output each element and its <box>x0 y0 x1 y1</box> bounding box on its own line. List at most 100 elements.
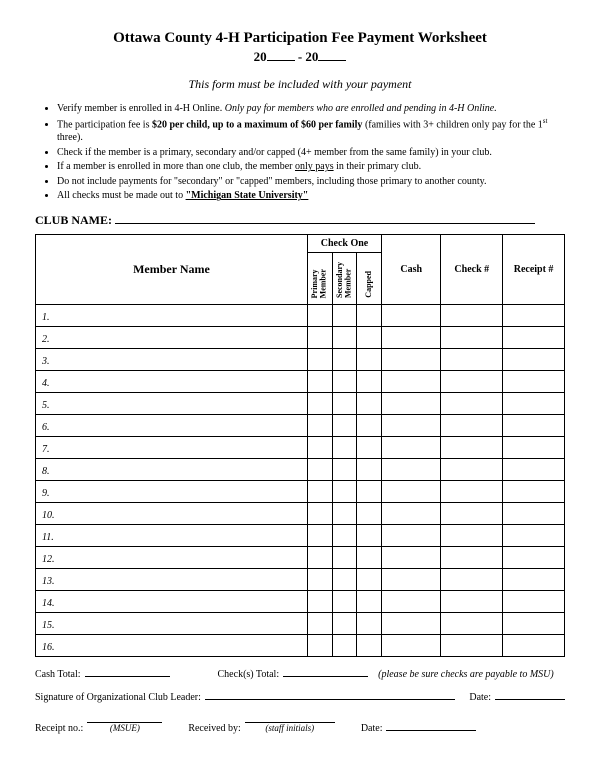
date-input-2[interactable] <box>386 721 476 731</box>
input-cell[interactable] <box>332 392 357 414</box>
input-cell[interactable] <box>332 480 357 502</box>
input-cell[interactable] <box>441 370 503 392</box>
input-cell[interactable] <box>307 458 332 480</box>
input-cell[interactable] <box>357 590 382 612</box>
signature-input[interactable] <box>205 690 455 700</box>
input-cell[interactable] <box>332 458 357 480</box>
input-cell[interactable] <box>307 348 332 370</box>
input-cell[interactable] <box>503 436 565 458</box>
input-cell[interactable] <box>382 414 441 436</box>
member-cell[interactable]: 10. <box>36 502 308 524</box>
input-cell[interactable] <box>503 634 565 656</box>
input-cell[interactable] <box>441 348 503 370</box>
input-cell[interactable] <box>382 370 441 392</box>
input-cell[interactable] <box>307 546 332 568</box>
input-cell[interactable] <box>503 502 565 524</box>
input-cell[interactable] <box>332 634 357 656</box>
input-cell[interactable] <box>357 326 382 348</box>
member-cell[interactable]: 5. <box>36 392 308 414</box>
input-cell[interactable] <box>332 590 357 612</box>
input-cell[interactable] <box>382 458 441 480</box>
input-cell[interactable] <box>441 414 503 436</box>
member-cell[interactable]: 16. <box>36 634 308 656</box>
input-cell[interactable] <box>382 524 441 546</box>
input-cell[interactable] <box>357 414 382 436</box>
input-cell[interactable] <box>441 612 503 634</box>
year-blank-1[interactable] <box>267 50 295 61</box>
member-cell[interactable]: 12. <box>36 546 308 568</box>
input-cell[interactable] <box>307 436 332 458</box>
input-cell[interactable] <box>357 480 382 502</box>
input-cell[interactable] <box>307 480 332 502</box>
club-name-input[interactable] <box>115 214 535 224</box>
input-cell[interactable] <box>503 524 565 546</box>
input-cell[interactable] <box>332 348 357 370</box>
input-cell[interactable] <box>441 458 503 480</box>
input-cell[interactable] <box>307 612 332 634</box>
input-cell[interactable] <box>357 458 382 480</box>
input-cell[interactable] <box>441 546 503 568</box>
input-cell[interactable] <box>441 326 503 348</box>
input-cell[interactable] <box>382 348 441 370</box>
input-cell[interactable] <box>332 436 357 458</box>
year-blank-2[interactable] <box>318 50 346 61</box>
input-cell[interactable] <box>307 304 332 326</box>
member-cell[interactable]: 9. <box>36 480 308 502</box>
input-cell[interactable] <box>503 370 565 392</box>
input-cell[interactable] <box>332 326 357 348</box>
input-cell[interactable] <box>307 590 332 612</box>
member-cell[interactable]: 4. <box>36 370 308 392</box>
input-cell[interactable] <box>357 634 382 656</box>
input-cell[interactable] <box>382 568 441 590</box>
input-cell[interactable] <box>503 304 565 326</box>
input-cell[interactable] <box>503 590 565 612</box>
input-cell[interactable] <box>441 568 503 590</box>
input-cell[interactable] <box>332 612 357 634</box>
input-cell[interactable] <box>382 502 441 524</box>
input-cell[interactable] <box>503 414 565 436</box>
input-cell[interactable] <box>332 524 357 546</box>
input-cell[interactable] <box>503 458 565 480</box>
input-cell[interactable] <box>382 634 441 656</box>
member-cell[interactable]: 2. <box>36 326 308 348</box>
input-cell[interactable] <box>503 546 565 568</box>
member-cell[interactable]: 1. <box>36 304 308 326</box>
input-cell[interactable] <box>307 524 332 546</box>
receipt-no-input[interactable] <box>87 713 162 723</box>
input-cell[interactable] <box>382 304 441 326</box>
input-cell[interactable] <box>307 502 332 524</box>
input-cell[interactable] <box>357 348 382 370</box>
input-cell[interactable] <box>332 414 357 436</box>
input-cell[interactable] <box>503 480 565 502</box>
input-cell[interactable] <box>441 634 503 656</box>
input-cell[interactable] <box>357 524 382 546</box>
member-cell[interactable]: 15. <box>36 612 308 634</box>
member-cell[interactable]: 3. <box>36 348 308 370</box>
input-cell[interactable] <box>307 370 332 392</box>
checks-total-input[interactable] <box>283 667 368 677</box>
input-cell[interactable] <box>503 326 565 348</box>
input-cell[interactable] <box>441 436 503 458</box>
input-cell[interactable] <box>441 480 503 502</box>
input-cell[interactable] <box>357 370 382 392</box>
input-cell[interactable] <box>382 546 441 568</box>
input-cell[interactable] <box>441 392 503 414</box>
input-cell[interactable] <box>503 392 565 414</box>
input-cell[interactable] <box>441 304 503 326</box>
input-cell[interactable] <box>382 480 441 502</box>
input-cell[interactable] <box>382 612 441 634</box>
member-cell[interactable]: 6. <box>36 414 308 436</box>
member-cell[interactable]: 11. <box>36 524 308 546</box>
input-cell[interactable] <box>357 392 382 414</box>
input-cell[interactable] <box>357 612 382 634</box>
input-cell[interactable] <box>382 326 441 348</box>
input-cell[interactable] <box>357 436 382 458</box>
input-cell[interactable] <box>332 546 357 568</box>
input-cell[interactable] <box>357 546 382 568</box>
input-cell[interactable] <box>503 568 565 590</box>
member-cell[interactable]: 7. <box>36 436 308 458</box>
received-by-input[interactable] <box>245 713 335 723</box>
input-cell[interactable] <box>382 590 441 612</box>
input-cell[interactable] <box>332 304 357 326</box>
input-cell[interactable] <box>357 502 382 524</box>
